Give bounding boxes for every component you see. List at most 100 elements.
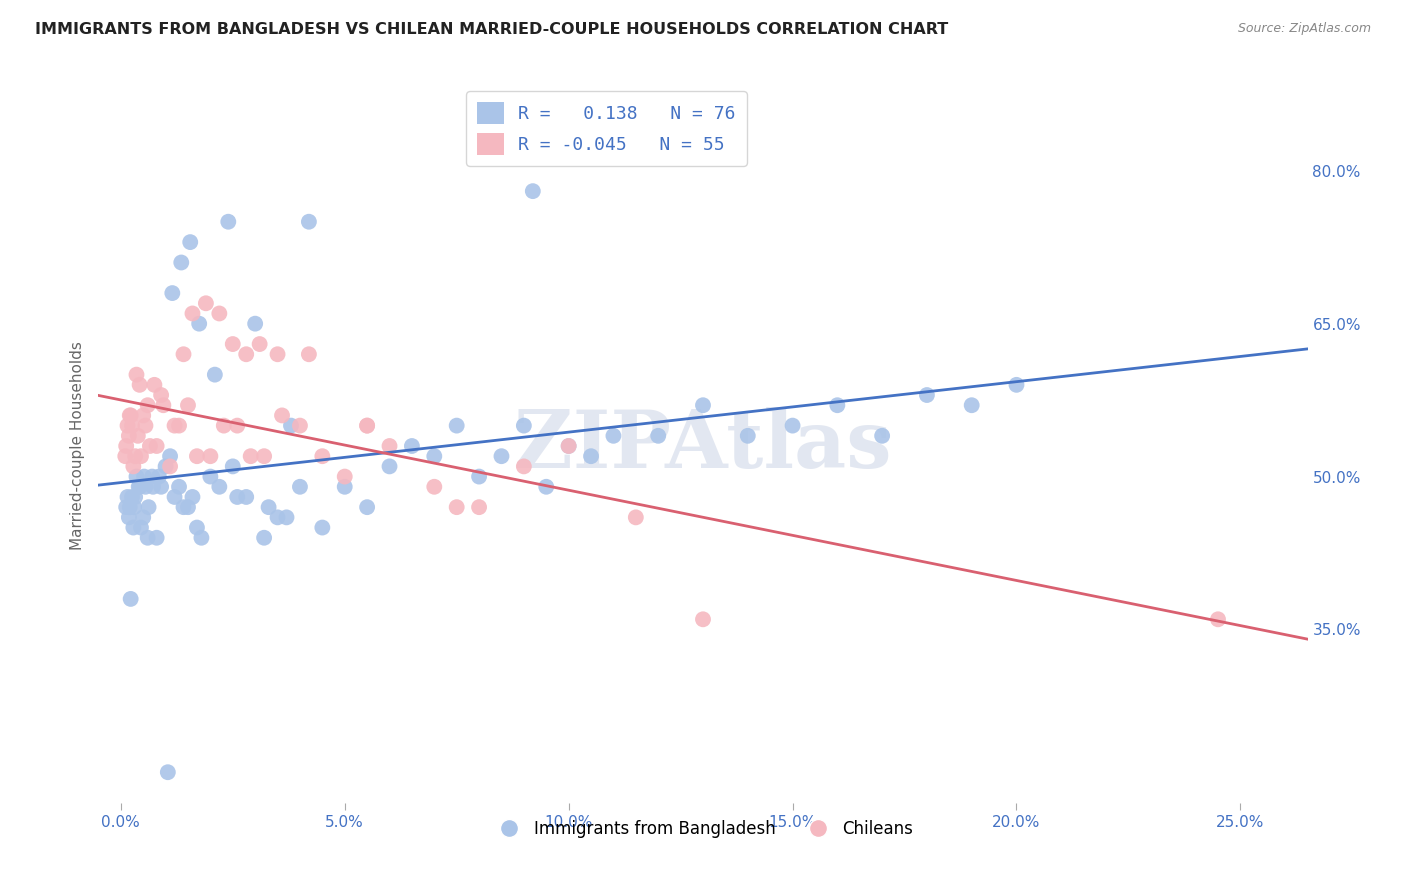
Point (117, 490, 139, 504)
Point (208, 306, 231, 320)
Point (156, 765, 179, 780)
Point (125, 469, 148, 483)
Point (311, 520, 333, 534)
Point (181, 306, 204, 320)
Point (557, 439, 579, 453)
Point (128, 480, 150, 494)
Point (276, 510, 298, 524)
Point (870, 429, 893, 443)
Point (915, 388, 938, 402)
Point (159, 459, 181, 474)
Point (134, 480, 156, 494)
Point (222, 337, 245, 351)
Point (132, 469, 155, 483)
Point (194, 296, 217, 310)
Point (208, 480, 231, 494)
Point (423, 449, 446, 463)
Point (118, 409, 141, 423)
Point (692, 398, 714, 412)
Point (288, 418, 311, 433)
Point (132, 510, 155, 524)
Point (173, 500, 195, 515)
Point (356, 500, 378, 515)
Point (186, 520, 208, 534)
Point (117, 418, 139, 433)
Point (692, 612, 714, 626)
Point (491, 449, 513, 463)
Point (239, 449, 262, 463)
Point (298, 347, 321, 361)
Point (118, 510, 141, 524)
Text: IMMIGRANTS FROM BANGLADESH VS CHILEAN MARRIED-COUPLE HOUSEHOLDS CORRELATION CHAR: IMMIGRANTS FROM BANGLADESH VS CHILEAN MA… (35, 22, 949, 37)
Point (145, 531, 167, 545)
Point (423, 480, 446, 494)
Point (143, 377, 166, 392)
Point (129, 449, 152, 463)
Point (235, 347, 257, 361)
Point (356, 418, 378, 433)
Point (127, 429, 149, 443)
Point (177, 398, 200, 412)
Point (122, 459, 145, 474)
Point (249, 337, 271, 351)
Point (446, 418, 468, 433)
Point (124, 490, 146, 504)
Point (136, 398, 159, 412)
Point (1005, 377, 1028, 392)
Point (513, 418, 536, 433)
Point (145, 439, 167, 453)
Point (226, 418, 249, 433)
Point (155, 459, 177, 474)
Point (141, 469, 163, 483)
Point (212, 418, 235, 433)
Point (200, 449, 222, 463)
Point (124, 449, 146, 463)
Point (177, 500, 200, 515)
Point (298, 215, 321, 229)
Point (129, 520, 152, 534)
Point (118, 500, 141, 515)
Point (647, 429, 669, 443)
Point (737, 429, 759, 443)
Y-axis label: Married-couple Households: Married-couple Households (69, 342, 84, 550)
Point (243, 317, 266, 331)
Point (152, 398, 174, 412)
Point (121, 418, 143, 433)
Point (253, 531, 276, 545)
Point (120, 591, 142, 606)
Point (173, 347, 195, 361)
Point (827, 398, 849, 412)
Point (782, 418, 804, 433)
Point (190, 531, 212, 545)
Point (122, 500, 145, 515)
Point (132, 409, 155, 423)
Point (311, 449, 333, 463)
Point (120, 409, 142, 423)
Point (222, 459, 245, 474)
Point (115, 439, 138, 453)
Point (378, 439, 401, 453)
Legend: Immigrants from Bangladesh, Chileans: Immigrants from Bangladesh, Chileans (486, 814, 920, 845)
Point (579, 449, 602, 463)
Point (114, 449, 136, 463)
Point (167, 480, 190, 494)
Text: Source: ZipAtlas.com: Source: ZipAtlas.com (1237, 22, 1371, 36)
Point (162, 286, 184, 301)
Point (163, 490, 186, 504)
Point (602, 429, 624, 443)
Point (150, 480, 173, 494)
Point (167, 418, 190, 433)
Point (266, 510, 288, 524)
Point (257, 500, 280, 515)
Point (115, 500, 138, 515)
Point (378, 459, 401, 474)
Point (468, 500, 491, 515)
Point (333, 480, 356, 494)
Point (179, 235, 201, 249)
Point (181, 490, 204, 504)
Point (271, 409, 294, 423)
Point (148, 469, 170, 483)
Point (204, 368, 226, 382)
Point (142, 480, 165, 494)
Point (226, 490, 249, 504)
